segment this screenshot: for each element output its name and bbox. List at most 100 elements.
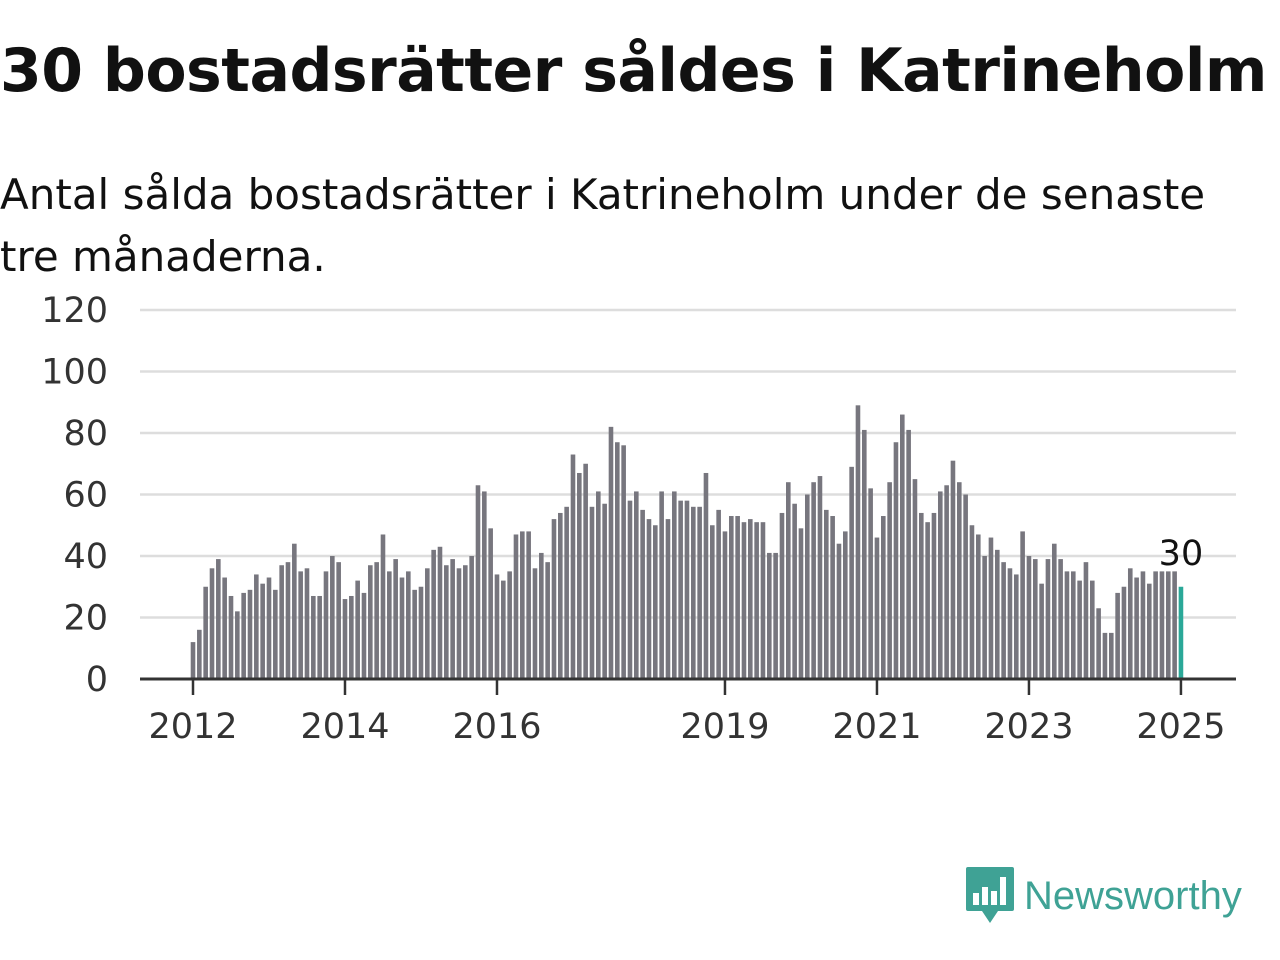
bar <box>463 565 468 679</box>
x-tick-label: 2025 <box>1136 707 1225 747</box>
bar <box>659 491 664 679</box>
bar <box>1001 562 1006 679</box>
bar <box>640 509 645 680</box>
bar <box>311 595 316 679</box>
bar <box>1140 571 1146 680</box>
bar <box>1165 571 1171 680</box>
bar <box>558 512 563 679</box>
bar <box>596 491 601 679</box>
bar <box>469 556 474 679</box>
bar <box>431 549 436 679</box>
bar <box>349 595 354 679</box>
x-tick-label: 2021 <box>832 707 921 747</box>
bar <box>520 531 525 679</box>
bar <box>513 534 519 679</box>
bar <box>849 466 854 679</box>
bar <box>608 426 614 679</box>
bar <box>501 580 506 679</box>
bar <box>843 531 848 679</box>
bar <box>279 565 284 679</box>
bar <box>646 519 652 679</box>
bar <box>570 454 576 679</box>
bar <box>494 574 500 679</box>
bar <box>703 472 709 679</box>
bar <box>539 552 544 679</box>
bar <box>266 577 272 679</box>
bar <box>950 460 956 679</box>
bar <box>1083 562 1089 679</box>
bar <box>1045 559 1051 679</box>
bar <box>1064 571 1070 680</box>
bar <box>393 559 398 679</box>
bar <box>1153 571 1158 680</box>
y-tick-label: 60 <box>63 476 108 516</box>
bar <box>437 546 443 679</box>
bar <box>830 516 835 679</box>
chart-title: 30 bostadsrätter såldes i Katrineholm <box>0 36 1267 106</box>
bar <box>1121 586 1127 679</box>
bar <box>589 506 595 679</box>
bar <box>551 519 557 679</box>
bar <box>355 580 360 679</box>
bar <box>805 494 810 679</box>
bar <box>729 516 734 679</box>
bar <box>488 528 493 679</box>
bar <box>697 506 702 679</box>
bar <box>583 463 588 679</box>
bar <box>222 577 227 679</box>
x-tick-label: 2014 <box>300 707 389 747</box>
bar <box>304 568 310 679</box>
bar <box>1159 571 1165 680</box>
bar <box>482 491 487 679</box>
bar <box>1089 580 1095 679</box>
bar <box>545 562 550 679</box>
y-tick-label: 80 <box>63 414 108 454</box>
bar <box>1096 608 1101 679</box>
bar <box>1020 531 1025 679</box>
bar <box>406 571 411 680</box>
bar <box>969 525 975 679</box>
bar <box>627 500 633 679</box>
bar <box>1039 583 1044 679</box>
bar <box>691 506 696 679</box>
bar <box>425 568 430 679</box>
bar <box>754 522 759 679</box>
bar <box>456 568 462 679</box>
bar <box>741 522 747 679</box>
y-tick-label: 20 <box>63 599 108 639</box>
bar <box>653 525 658 679</box>
bar <box>577 472 582 679</box>
bar <box>982 556 987 679</box>
bar <box>507 571 512 680</box>
bar <box>1127 568 1133 679</box>
chart-subtitle: Antal sålda bostadsrätter i Katrineholm … <box>0 170 1206 281</box>
bar <box>956 482 962 679</box>
bar <box>621 445 626 679</box>
bar <box>836 543 842 679</box>
bar <box>893 442 899 679</box>
bar <box>228 595 234 679</box>
bar <box>994 549 1000 679</box>
bar <box>767 552 772 679</box>
bar <box>773 552 778 679</box>
bar <box>862 429 867 679</box>
bar <box>1058 559 1063 679</box>
bar <box>336 562 341 679</box>
bar <box>1007 568 1013 679</box>
y-tick-label: 100 <box>41 353 108 393</box>
bar <box>944 485 949 679</box>
y-tick-label: 40 <box>63 537 108 577</box>
bar <box>387 571 392 680</box>
bar <box>672 491 677 679</box>
bar <box>532 568 538 679</box>
bar <box>273 589 278 679</box>
x-tick-label: 2023 <box>984 707 1073 747</box>
bar <box>722 531 728 679</box>
x-tick-label: 2019 <box>680 707 769 747</box>
bar <box>855 405 861 679</box>
bar <box>1108 632 1114 680</box>
bar <box>912 479 918 680</box>
bar <box>779 512 785 679</box>
bar <box>1102 632 1108 680</box>
